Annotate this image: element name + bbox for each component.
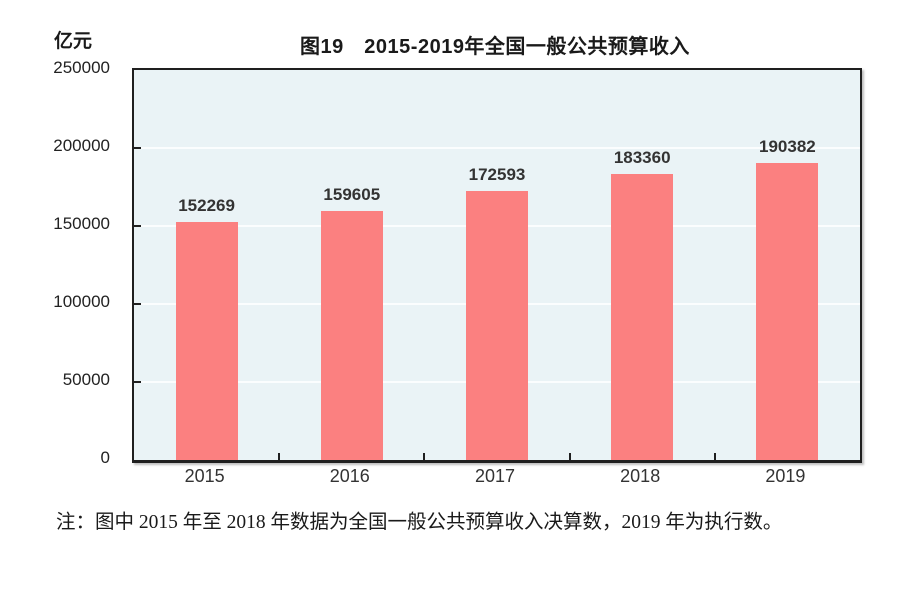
x-axis-tick-label-2017: 2017 xyxy=(474,466,516,486)
bar-value-label-2017: 172593 xyxy=(468,164,526,184)
y-axis-tick-label: 150000 xyxy=(53,214,110,233)
x-axis-tick-mark xyxy=(568,453,571,460)
y-axis-tick-label: 100000 xyxy=(53,292,110,311)
x-axis-tick-label-2018: 2018 xyxy=(620,466,661,486)
bar-value-label-2016: 159605 xyxy=(323,185,381,205)
bar-value-label-2015: 152269 xyxy=(178,196,235,216)
y-axis-tick-label: 250000 xyxy=(53,58,110,77)
x-axis-tick-label-2015: 2015 xyxy=(184,466,225,486)
y-axis-tick-mark xyxy=(134,225,141,227)
y-axis-tick-label: 50000 xyxy=(62,370,110,389)
y-axis-tick-mark xyxy=(134,303,141,305)
bar-2019 xyxy=(756,163,819,460)
chart-title: 图19 2015-2019年全国一般公共预算收入 xyxy=(300,36,690,58)
bar-value-label-2019: 190382 xyxy=(759,137,816,156)
y-axis-unit-label: 亿元 xyxy=(53,31,92,52)
x-axis-tick-mark xyxy=(278,453,281,460)
y-axis-tick-mark xyxy=(134,147,141,149)
y-axis-tick-label: 200000 xyxy=(53,136,110,155)
x-axis-tick-mark xyxy=(423,453,426,460)
plot-area: 152269 159605 172593 183360 190382 xyxy=(132,68,862,463)
gridline xyxy=(134,147,860,149)
bar-value-label-2018: 183360 xyxy=(613,147,671,167)
bar-2015 xyxy=(175,222,238,460)
chart-footnote: 注：图中 2015 年至 2018 年数据为全国一般公共预算收入决算数，2019… xyxy=(56,512,783,533)
bar-2017 xyxy=(466,190,528,460)
x-axis-tick-label-2016: 2016 xyxy=(329,466,370,486)
x-axis-tick-label-2019: 2019 xyxy=(765,466,806,486)
y-axis-tick-mark xyxy=(134,381,141,383)
x-axis-tick-mark xyxy=(713,453,716,460)
bar-2018 xyxy=(611,173,674,460)
bar-2016 xyxy=(320,211,383,460)
y-axis-tick-label: 0 xyxy=(100,448,110,467)
